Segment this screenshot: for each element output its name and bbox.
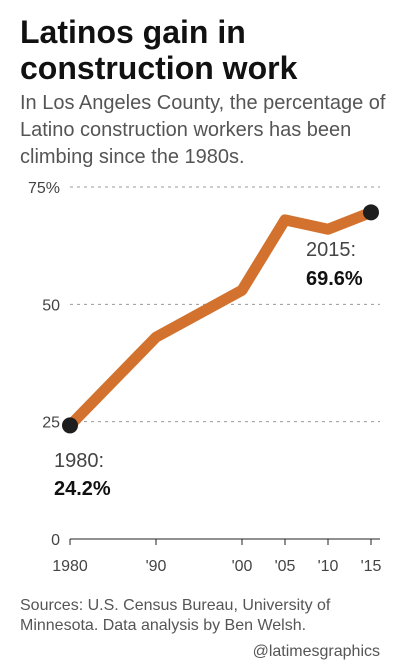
- x-tick-label: '15: [361, 558, 382, 575]
- annotation-year-label: 1980:: [54, 450, 104, 472]
- y-tick-label: 25: [42, 415, 60, 432]
- x-tick-label: '00: [232, 558, 253, 575]
- data-point-marker: [62, 417, 78, 434]
- chart-subtitle: In Los Angeles County, the percentage of…: [20, 92, 386, 168]
- chart-title: Latinos gain in construction work: [20, 14, 298, 86]
- x-tick-label: 1980: [52, 558, 88, 575]
- x-tick-label: '90: [146, 558, 167, 575]
- y-tick-label: 50: [42, 297, 60, 314]
- series-line: [66, 207, 374, 430]
- annotation-value-label: 69.6%: [306, 268, 363, 290]
- y-tick-label: 0: [51, 532, 60, 549]
- x-tick-label: '10: [318, 558, 339, 575]
- credit-label: @latimesgraphics: [252, 643, 380, 660]
- annotation-value-label: 24.2%: [54, 478, 111, 500]
- sources-note: Sources: U.S. Census Bureau, University …: [20, 597, 331, 634]
- y-tick-label: 75%: [28, 180, 60, 197]
- data-point-marker: [363, 204, 379, 221]
- x-tick-label: '05: [275, 558, 296, 575]
- annotation-year-label: 2015:: [306, 239, 356, 261]
- line-chart: 0 25 50 75% 1980 '90 '00 '05 '10 '15 1980: 24.2% 201…: [28, 180, 382, 575]
